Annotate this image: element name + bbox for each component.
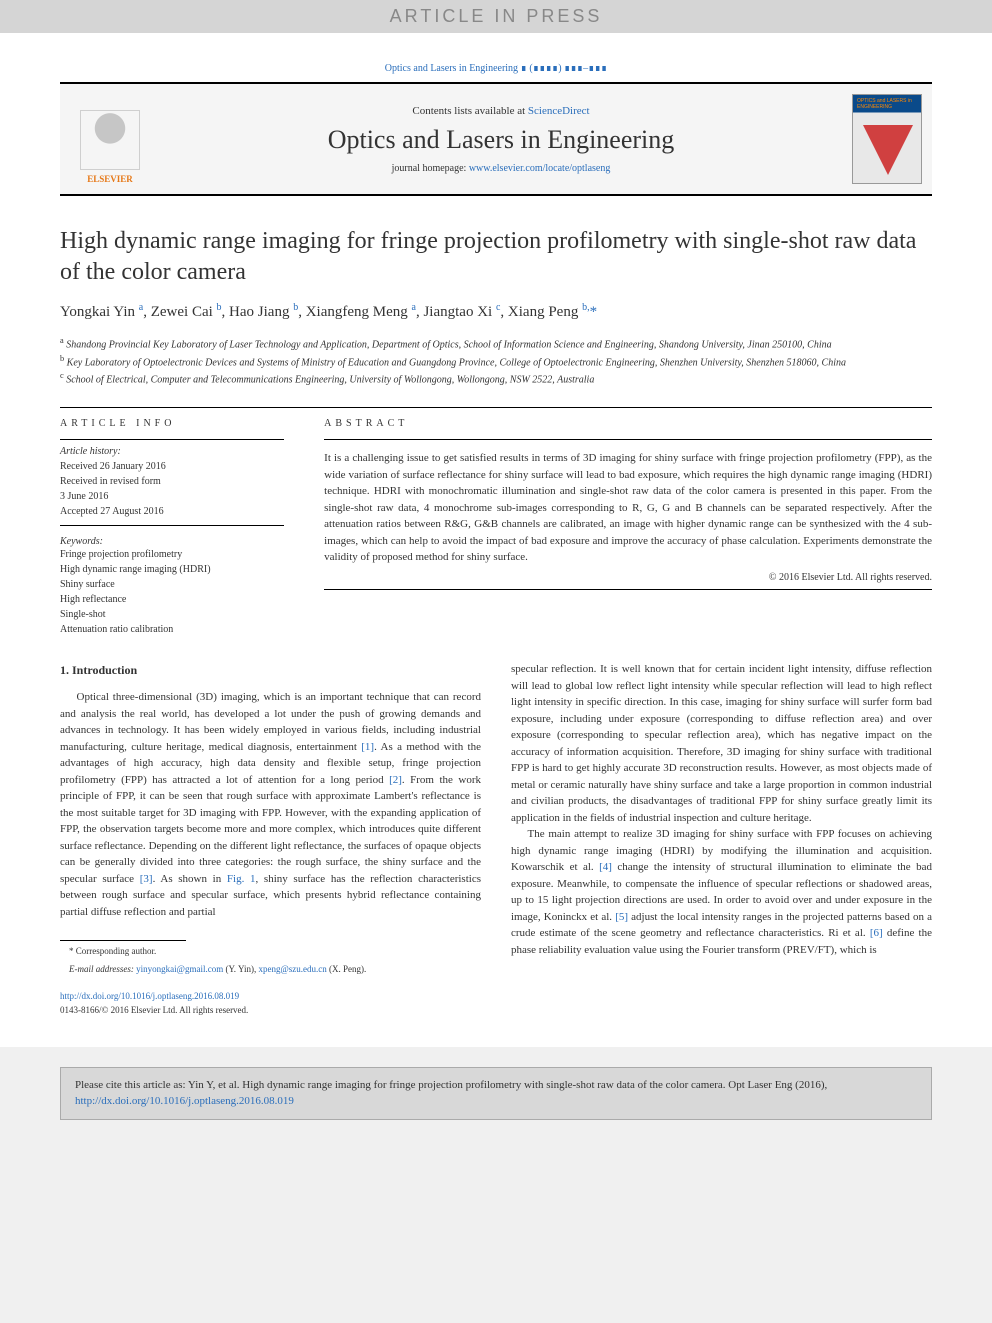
journal-reference: Optics and Lasers in Engineering ∎ (∎∎∎∎… bbox=[60, 63, 932, 74]
ref-6[interactable]: [6] bbox=[870, 927, 883, 939]
journal-name: Optics and Lasers in Engineering bbox=[150, 125, 852, 155]
header-center: Contents lists available at ScienceDirec… bbox=[150, 105, 852, 174]
history-item: Received 26 January 2016 bbox=[60, 459, 284, 474]
ref-5[interactable]: [5] bbox=[615, 911, 628, 923]
article-page: Optics and Lasers in Engineering ∎ (∎∎∎∎… bbox=[0, 33, 992, 1047]
journal-cover-thumbnail: OPTICS and LASERS in ENGINEERING bbox=[852, 94, 922, 184]
info-abstract-row: ARTICLE INFO Article history: Received 2… bbox=[60, 407, 932, 637]
abstract: ABSTRACT It is a challenging issue to ge… bbox=[304, 408, 932, 637]
keywords-label: Keywords: bbox=[60, 536, 284, 547]
affiliation-item: c School of Electrical, Computer and Tel… bbox=[60, 370, 932, 387]
homepage-link[interactable]: www.elsevier.com/locate/optlaseng bbox=[469, 163, 611, 174]
doi-link[interactable]: http://dx.doi.org/10.1016/j.optlaseng.20… bbox=[60, 991, 239, 1001]
homepage-line: journal homepage: www.elsevier.com/locat… bbox=[150, 163, 852, 174]
column-left: 1. Introduction Optical three-dimensiona… bbox=[60, 661, 481, 1017]
corresponding-author: * Corresponding author. bbox=[60, 945, 481, 959]
keyword-item: High dynamic range imaging (HDRI) bbox=[60, 562, 284, 577]
section1-heading: 1. Introduction bbox=[60, 661, 481, 679]
keyword-item: Attenuation ratio calibration bbox=[60, 622, 284, 637]
history-label: Article history: bbox=[60, 446, 284, 457]
ref-2[interactable]: [2] bbox=[389, 774, 402, 786]
footnote-divider bbox=[60, 940, 186, 941]
citation-box: Please cite this article as: Yin Y, et a… bbox=[60, 1067, 932, 1120]
email-yin[interactable]: yinyongkai@gmail.com bbox=[136, 964, 223, 974]
fig-1-link[interactable]: Fig. 1 bbox=[227, 873, 256, 885]
keyword-item: Fringe projection profilometry bbox=[60, 547, 284, 562]
history-item: Accepted 27 August 2016 bbox=[60, 504, 284, 519]
contents-line: Contents lists available at ScienceDirec… bbox=[150, 105, 852, 117]
article-info: ARTICLE INFO Article history: Received 2… bbox=[60, 408, 304, 637]
article-info-heading: ARTICLE INFO bbox=[60, 418, 284, 429]
affiliation-item: b Key Laboratory of Optoelectronic Devic… bbox=[60, 353, 932, 370]
elsevier-tree-icon bbox=[80, 110, 140, 170]
journal-header: ELSEVIER Contents lists available at Sci… bbox=[60, 82, 932, 196]
article-title: High dynamic range imaging for fringe pr… bbox=[60, 226, 932, 288]
sciencedirect-link[interactable]: ScienceDirect bbox=[528, 105, 590, 117]
homepage-pre: journal homepage: bbox=[392, 163, 469, 174]
elsevier-label: ELSEVIER bbox=[87, 174, 133, 184]
affiliations: a Shandong Provincial Key Laboratory of … bbox=[60, 335, 932, 387]
ref-3[interactable]: [3] bbox=[140, 873, 153, 885]
citation-doi-link[interactable]: http://dx.doi.org/10.1016/j.optlaseng.20… bbox=[75, 1095, 294, 1107]
keyword-item: High reflectance bbox=[60, 592, 284, 607]
contents-pre: Contents lists available at bbox=[412, 105, 527, 117]
keyword-item: Single-shot bbox=[60, 607, 284, 622]
keyword-item: Shiny surface bbox=[60, 577, 284, 592]
history-item: 3 June 2016 bbox=[60, 489, 284, 504]
citation-text: Please cite this article as: Yin Y, et a… bbox=[75, 1079, 827, 1091]
body-columns: 1. Introduction Optical three-dimensiona… bbox=[60, 661, 932, 1017]
email-line: E-mail addresses: yinyongkai@gmail.com (… bbox=[60, 963, 481, 977]
email-peng[interactable]: xpeng@szu.edu.cn bbox=[258, 964, 326, 974]
ref-1[interactable]: [1] bbox=[361, 741, 374, 753]
press-banner: ARTICLE IN PRESS bbox=[0, 0, 992, 33]
col2-p2: The main attempt to realize 3D imaging f… bbox=[511, 826, 932, 958]
abstract-text: It is a challenging issue to get satisfi… bbox=[324, 450, 932, 566]
column-right: specular reflection. It is well known th… bbox=[511, 661, 932, 1017]
elsevier-logo: ELSEVIER bbox=[70, 94, 150, 184]
cover-label: OPTICS and LASERS in ENGINEERING bbox=[857, 99, 921, 110]
authors-line: Yongkai Yin a, Zewei Cai b, Hao Jiang b,… bbox=[60, 302, 932, 321]
intro-paragraph: Optical three-dimensional (3D) imaging, … bbox=[60, 689, 481, 920]
doi-block: http://dx.doi.org/10.1016/j.optlaseng.20… bbox=[60, 990, 481, 1017]
ref-4[interactable]: [4] bbox=[599, 861, 612, 873]
affiliation-item: a Shandong Provincial Key Laboratory of … bbox=[60, 335, 932, 352]
abstract-heading: ABSTRACT bbox=[324, 418, 932, 429]
abstract-copyright: © 2016 Elsevier Ltd. All rights reserved… bbox=[324, 572, 932, 583]
issn-line: 0143-8166/© 2016 Elsevier Ltd. All right… bbox=[60, 1005, 248, 1015]
history-item: Received in revised form bbox=[60, 474, 284, 489]
col2-p1: specular reflection. It is well known th… bbox=[511, 661, 932, 826]
